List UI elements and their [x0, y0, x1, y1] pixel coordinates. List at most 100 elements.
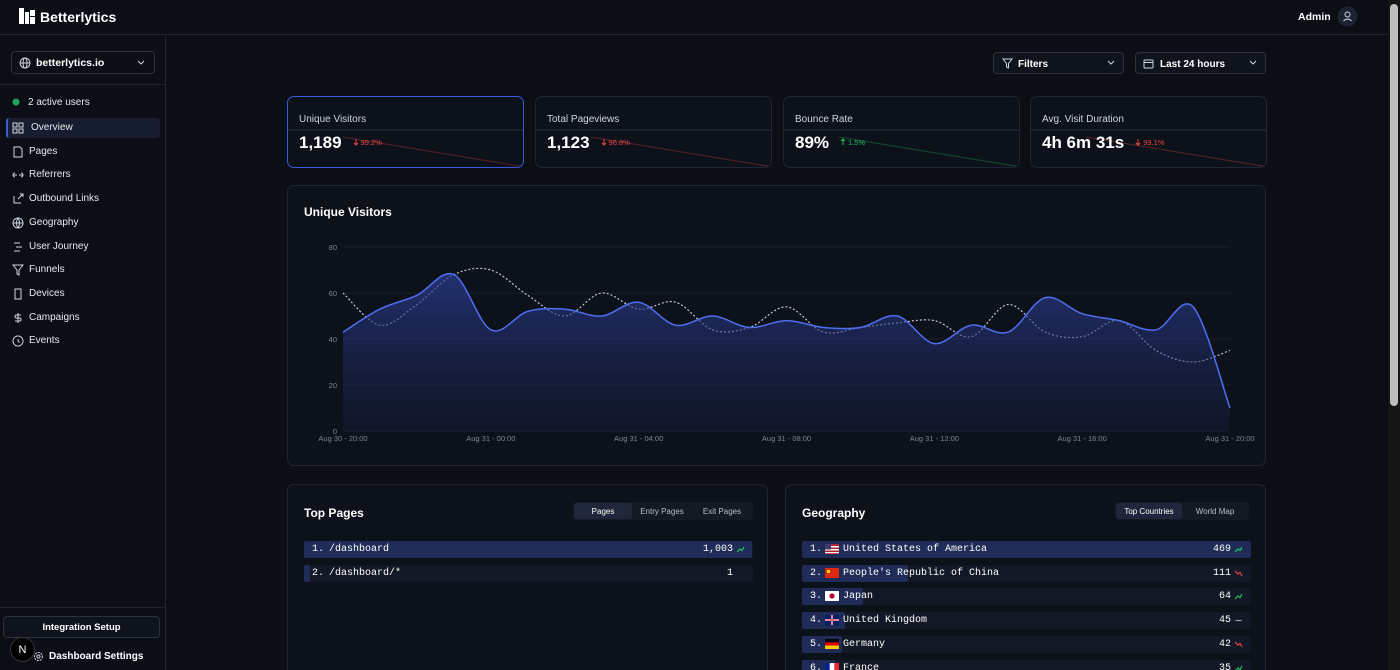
rank: 3. — [810, 591, 823, 603]
y-tick-label: 20 — [329, 381, 337, 390]
stat-change: 99.2% — [360, 138, 382, 147]
top-pages-card: Top Pages Pages Entry Pages Exit Pages 1. /d… — [287, 484, 768, 670]
nav-item[interactable]: Campaigns — [29, 311, 80, 323]
row-label: United Kingdom — [843, 615, 928, 627]
x-tick-label: Aug 31 - 04:00 — [614, 434, 663, 443]
trend-arrow — [601, 139, 606, 146]
nav-item[interactable]: Events — [29, 335, 60, 347]
stat-title: Unique Visitors — [299, 114, 367, 125]
integration-button[interactable]: Integration Setup — [3, 616, 160, 638]
flag-part — [829, 593, 835, 599]
area — [343, 273, 1230, 431]
stat-value: 1,123 — [547, 133, 590, 152]
settings-link[interactable]: Dashboard Settings — [49, 651, 144, 662]
icon-path — [14, 312, 22, 323]
flag-part — [834, 662, 839, 670]
arrow-path — [353, 139, 358, 146]
row-value: 45 — [1218, 615, 1231, 627]
sparkline-line — [1085, 136, 1266, 167]
table-row[interactable]: 2. People's Republic of China 111 — [802, 564, 1251, 582]
row-value: 111 — [1212, 567, 1231, 579]
arrow-path — [1135, 139, 1141, 146]
nav-item[interactable]: Funnels — [29, 264, 65, 276]
scrollbar-thumb[interactable] — [1390, 4, 1398, 406]
nav-icon — [14, 312, 22, 323]
flag-part — [825, 544, 831, 550]
nav-item[interactable]: Geography — [29, 216, 79, 228]
tab[interactable]: Top Countries — [1116, 503, 1182, 519]
tab[interactable]: Pages — [574, 503, 632, 519]
divider — [0, 84, 165, 85]
y-tick-label: 40 — [329, 335, 337, 344]
stat-card[interactable]: Unique Visitors 1,189 99.2% — [287, 96, 524, 168]
trend-icon — [1234, 665, 1243, 670]
nav-item[interactable]: Pages — [29, 145, 58, 157]
table-row[interactable]: 4. United Kingdom 45 — [802, 612, 1251, 630]
table-row[interactable]: 1. United States of America 469 — [802, 541, 1251, 558]
nav-item[interactable]: Overview — [6, 118, 160, 138]
rank: 5. — [810, 638, 823, 650]
x-tick-label: Aug 31 - 16:00 — [1058, 434, 1107, 443]
x-tick-label: Aug 31 - 12:00 — [910, 434, 959, 443]
brand[interactable]: Betterlytics — [40, 9, 117, 25]
chevron — [137, 60, 145, 65]
table-row[interactable]: 2. /dashboard/* 1 — [304, 564, 753, 582]
dev-badge[interactable]: N — [10, 637, 35, 662]
icon-path — [12, 172, 24, 178]
filters-button[interactable]: Filters — [993, 52, 1124, 74]
arrow-path — [601, 139, 606, 146]
tab[interactable]: World Map — [1195, 507, 1235, 516]
stat-card[interactable]: Avg. Visit Duration 4h 6m 31s 99.1% — [1030, 96, 1267, 168]
table-row[interactable]: 1. /dashboard 1,003 — [304, 541, 753, 558]
nav-icon — [12, 122, 24, 134]
nav-icon — [13, 146, 23, 158]
row-label: France — [843, 662, 880, 670]
stat-title: Bounce Rate — [795, 114, 853, 125]
nav-item[interactable]: User Journey — [29, 240, 89, 252]
row-value: 1,003 — [702, 544, 733, 555]
nav-item[interactable]: Referrers — [29, 169, 71, 181]
y-tick-label: 0 — [333, 427, 337, 436]
icon-path — [13, 193, 24, 204]
geography-card: Geography Top Countries World Map 1. United… — [785, 484, 1266, 670]
card-title: Geography — [802, 506, 866, 520]
trend-icon — [736, 569, 745, 578]
trend-path — [1234, 594, 1243, 600]
nav-icon — [12, 264, 24, 276]
tab[interactable]: Exit Pages — [702, 507, 742, 516]
trend-path — [736, 546, 745, 553]
stat-card[interactable]: Total Pageviews 1,123 96.8% — [535, 96, 772, 168]
nav-icon — [12, 172, 24, 178]
table-row[interactable]: 5. Germany 42 — [802, 635, 1251, 653]
chart-title: Unique Visitors — [304, 205, 392, 219]
table-row[interactable]: 3. Japan 64 — [802, 588, 1251, 606]
tab[interactable]: Entry Pages — [640, 507, 684, 516]
chevron — [1107, 60, 1115, 65]
active-users: 2 active users — [28, 97, 90, 108]
stat-value: 89% — [795, 133, 830, 152]
trend-path — [1234, 546, 1243, 553]
stat-title: Total Pageviews — [547, 114, 620, 125]
sparkline — [1031, 129, 1266, 167]
row-bar — [802, 659, 836, 670]
icon-path — [14, 242, 22, 251]
row-label: Germany — [843, 638, 886, 650]
user-name[interactable]: Admin — [1298, 11, 1331, 23]
avatar[interactable] — [1337, 6, 1358, 27]
nav-item[interactable]: Outbound Links — [29, 193, 100, 205]
gear-icon — [34, 652, 43, 661]
icon-path — [12, 335, 24, 347]
row-value: 35 — [1218, 662, 1231, 670]
row-value: 42 — [1218, 638, 1231, 650]
stat-card[interactable]: Bounce Rate 89% 1.5% — [783, 96, 1020, 168]
trend-path — [1234, 641, 1243, 648]
trend-arrow — [840, 138, 846, 145]
table-row[interactable]: 6. France 35 — [802, 659, 1251, 670]
nav-item[interactable]: Devices — [29, 287, 65, 299]
nav-icon — [12, 335, 24, 347]
scrollbar[interactable] — [1388, 0, 1400, 670]
site-selector[interactable]: betterlytics.io — [11, 51, 155, 74]
range-button[interactable]: Last 24 hours — [1135, 52, 1266, 74]
flag-part — [829, 662, 835, 670]
